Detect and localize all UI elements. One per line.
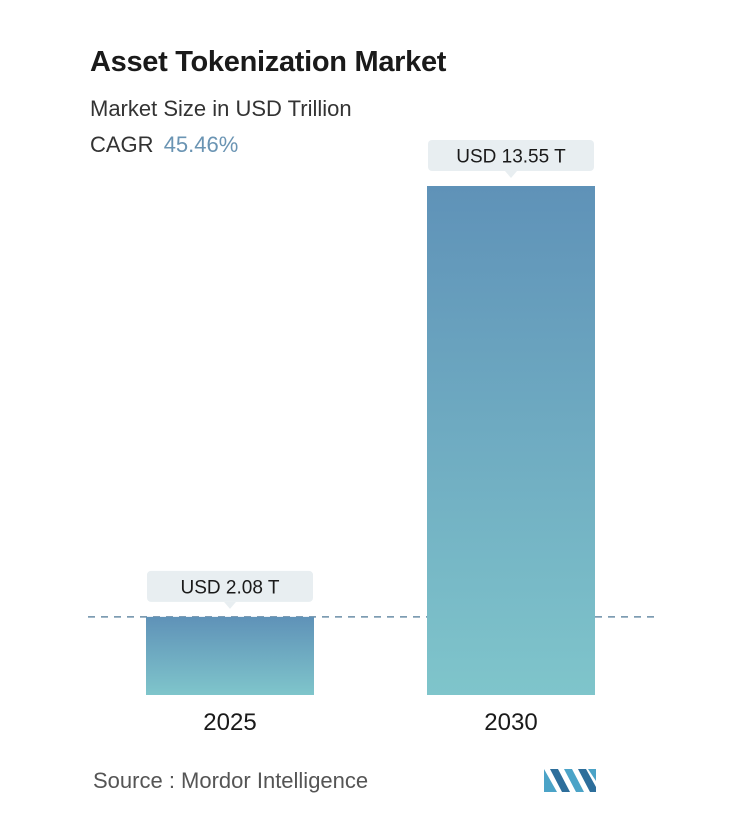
chart-subtitle: Market Size in USD Trillion (90, 96, 352, 121)
mordor-intelligence-logo-icon (544, 769, 596, 792)
data-label-pointer (224, 601, 236, 609)
data-label-2025: USD 2.08 T (147, 570, 313, 609)
bar-2025 (146, 616, 314, 695)
data-label-text: USD 2.08 T (181, 577, 280, 598)
data-label-pointer (505, 171, 517, 178)
data-label-box (428, 140, 594, 171)
cagr-value: 45.46% (163, 132, 239, 157)
x-tick-label: 2030 (484, 709, 537, 736)
chart-title: Asset Tokenization Market (90, 46, 447, 78)
data-label-2030: USD 13.55 T (428, 140, 594, 178)
data-label-text: USD 13.55 T (456, 147, 566, 168)
bar-2030 (427, 186, 595, 695)
x-tick-label: 2025 (203, 709, 256, 736)
cagr-label: CAGR (90, 132, 154, 157)
data-label-box (147, 570, 313, 602)
source-note: Source : Mordor Intelligence (93, 768, 369, 793)
cagr-line: CAGR 45.46% (90, 132, 238, 158)
